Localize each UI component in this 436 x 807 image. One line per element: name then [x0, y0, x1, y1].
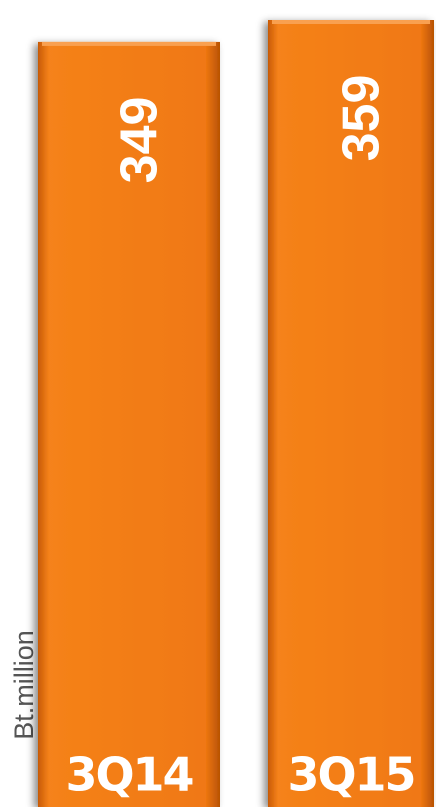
value-label: 349: [111, 97, 169, 184]
bar-highlight: [272, 20, 430, 24]
bar: [38, 41, 220, 807]
value-label: 359: [333, 75, 391, 162]
y-axis-label: Bt.million: [9, 630, 39, 740]
bar-highlight: [42, 41, 216, 46]
x-tick-label: 3Q15: [287, 748, 414, 802]
bar: [268, 20, 434, 807]
x-tick-label: 3Q14: [65, 748, 192, 802]
